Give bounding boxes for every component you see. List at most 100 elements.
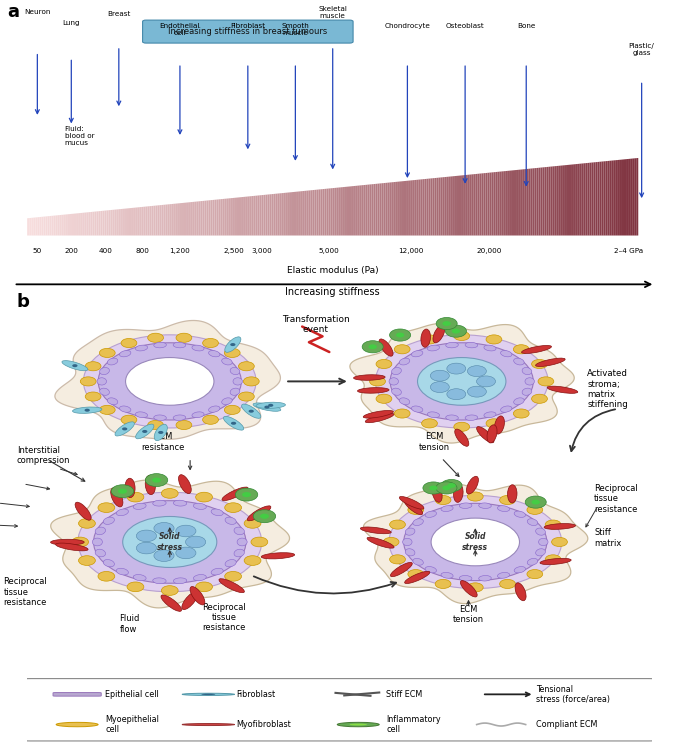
Ellipse shape: [421, 329, 430, 347]
Polygon shape: [174, 204, 176, 236]
Text: 1,200: 1,200: [170, 248, 190, 254]
Circle shape: [230, 343, 236, 346]
Ellipse shape: [441, 572, 453, 578]
Polygon shape: [60, 215, 62, 236]
Circle shape: [154, 550, 174, 562]
Text: Elastic modulus (Pa): Elastic modulus (Pa): [287, 266, 378, 275]
Polygon shape: [29, 218, 31, 236]
Polygon shape: [555, 166, 557, 236]
Polygon shape: [614, 160, 616, 236]
Polygon shape: [96, 211, 98, 236]
Polygon shape: [626, 159, 628, 236]
Circle shape: [148, 333, 164, 342]
Polygon shape: [598, 162, 600, 236]
Polygon shape: [105, 210, 107, 236]
Polygon shape: [217, 199, 219, 236]
Polygon shape: [229, 198, 231, 236]
Polygon shape: [298, 191, 300, 236]
Circle shape: [224, 348, 240, 357]
Circle shape: [136, 530, 157, 542]
Polygon shape: [498, 172, 500, 236]
Polygon shape: [471, 175, 473, 236]
Polygon shape: [243, 197, 245, 236]
Ellipse shape: [411, 406, 423, 413]
Circle shape: [396, 333, 404, 337]
Ellipse shape: [528, 559, 538, 565]
Polygon shape: [48, 216, 50, 236]
Polygon shape: [184, 203, 186, 236]
Polygon shape: [272, 194, 274, 236]
Polygon shape: [78, 213, 80, 236]
Polygon shape: [316, 189, 318, 236]
Polygon shape: [62, 215, 64, 236]
Ellipse shape: [173, 578, 187, 583]
Ellipse shape: [222, 398, 232, 404]
Circle shape: [99, 348, 115, 357]
Circle shape: [118, 489, 127, 494]
Circle shape: [467, 583, 483, 592]
Polygon shape: [443, 177, 445, 236]
Polygon shape: [547, 167, 549, 236]
Polygon shape: [219, 199, 221, 236]
Ellipse shape: [145, 475, 155, 495]
Polygon shape: [231, 198, 233, 236]
Polygon shape: [543, 167, 545, 236]
Ellipse shape: [179, 474, 191, 494]
Circle shape: [56, 722, 98, 727]
Polygon shape: [39, 217, 41, 236]
Ellipse shape: [514, 398, 524, 404]
Ellipse shape: [454, 484, 463, 502]
Text: 12,000: 12,000: [398, 248, 424, 254]
Polygon shape: [286, 192, 288, 236]
Circle shape: [467, 386, 486, 397]
Ellipse shape: [230, 388, 240, 395]
Polygon shape: [194, 201, 196, 236]
Text: Increasing stiffness in breast tumours: Increasing stiffness in breast tumours: [168, 27, 327, 36]
Polygon shape: [565, 165, 567, 236]
Polygon shape: [35, 217, 37, 236]
Ellipse shape: [392, 368, 401, 374]
Ellipse shape: [459, 575, 472, 581]
Polygon shape: [528, 169, 530, 236]
Ellipse shape: [125, 478, 135, 498]
Circle shape: [196, 492, 213, 502]
Polygon shape: [320, 189, 323, 236]
Polygon shape: [636, 158, 638, 236]
Ellipse shape: [363, 410, 393, 419]
Polygon shape: [294, 192, 296, 236]
Polygon shape: [624, 159, 626, 236]
Polygon shape: [113, 210, 115, 236]
Polygon shape: [323, 189, 325, 236]
Text: Reciprocal
tissue
resistance: Reciprocal tissue resistance: [594, 484, 638, 514]
Polygon shape: [265, 195, 268, 236]
Polygon shape: [610, 160, 612, 236]
Polygon shape: [131, 208, 133, 236]
Polygon shape: [378, 184, 380, 236]
Text: Reciprocal
tissue
resistance: Reciprocal tissue resistance: [202, 603, 246, 633]
Ellipse shape: [455, 429, 469, 446]
Circle shape: [423, 482, 444, 494]
Text: Chondrocyte: Chondrocyte: [384, 23, 430, 29]
Polygon shape: [563, 165, 565, 236]
Polygon shape: [280, 193, 282, 236]
Circle shape: [244, 556, 261, 565]
Polygon shape: [587, 163, 589, 236]
Polygon shape: [337, 187, 339, 236]
Ellipse shape: [404, 499, 422, 515]
Ellipse shape: [433, 325, 445, 343]
Circle shape: [447, 363, 466, 374]
Polygon shape: [172, 204, 174, 236]
Circle shape: [390, 520, 405, 529]
Polygon shape: [304, 191, 306, 236]
Polygon shape: [198, 201, 200, 236]
Ellipse shape: [425, 511, 437, 518]
Ellipse shape: [460, 580, 477, 597]
Ellipse shape: [466, 476, 479, 494]
Ellipse shape: [390, 562, 412, 577]
Polygon shape: [506, 171, 508, 236]
Circle shape: [176, 421, 191, 430]
Circle shape: [408, 505, 424, 515]
Polygon shape: [149, 206, 151, 236]
Ellipse shape: [399, 398, 409, 404]
Circle shape: [383, 537, 399, 547]
